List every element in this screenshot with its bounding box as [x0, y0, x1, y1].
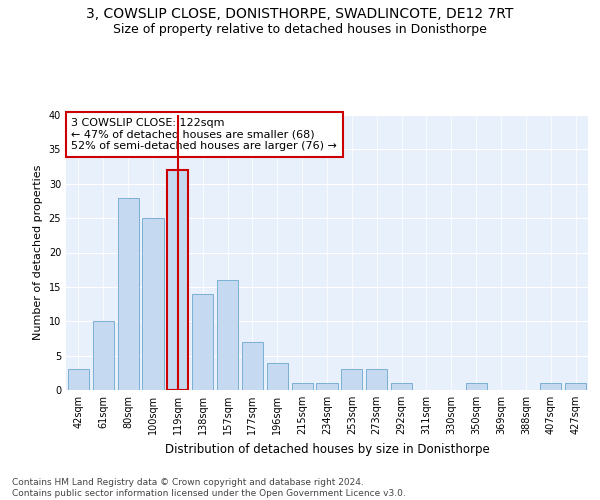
Bar	[341, 370, 362, 390]
Bar	[540, 383, 561, 390]
Text: 3 COWSLIP CLOSE: 122sqm
← 47% of detached houses are smaller (68)
52% of semi-de: 3 COWSLIP CLOSE: 122sqm ← 47% of detache…	[71, 118, 337, 151]
Text: 3, COWSLIP CLOSE, DONISTHORPE, SWADLINCOTE, DE12 7RT: 3, COWSLIP CLOSE, DONISTHORPE, SWADLINCO…	[86, 8, 514, 22]
Bar	[292, 383, 313, 390]
Bar	[316, 383, 338, 390]
Bar	[118, 198, 139, 390]
Bar	[93, 322, 114, 390]
Bar	[391, 383, 412, 390]
Bar	[242, 342, 263, 390]
Bar	[167, 170, 188, 390]
Bar	[466, 383, 487, 390]
Bar	[366, 370, 387, 390]
Bar	[142, 218, 164, 390]
Bar	[267, 362, 288, 390]
Bar	[192, 294, 213, 390]
Bar	[565, 383, 586, 390]
Y-axis label: Number of detached properties: Number of detached properties	[33, 165, 43, 340]
Bar	[217, 280, 238, 390]
Bar	[68, 370, 89, 390]
Text: Size of property relative to detached houses in Donisthorpe: Size of property relative to detached ho…	[113, 22, 487, 36]
Text: Contains HM Land Registry data © Crown copyright and database right 2024.
Contai: Contains HM Land Registry data © Crown c…	[12, 478, 406, 498]
Text: Distribution of detached houses by size in Donisthorpe: Distribution of detached houses by size …	[164, 442, 490, 456]
